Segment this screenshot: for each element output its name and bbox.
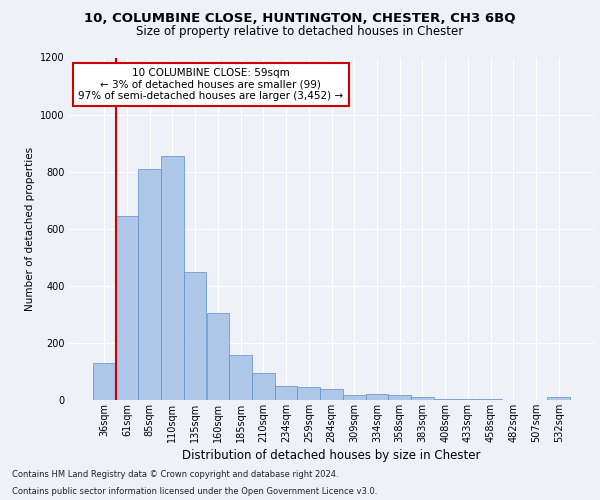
Bar — [206, 313, 229, 400]
Text: Contains HM Land Registry data © Crown copyright and database right 2024.: Contains HM Land Registry data © Crown c… — [12, 470, 338, 479]
Y-axis label: Number of detached properties: Number of detached properties — [25, 146, 35, 311]
Bar — [547, 397, 570, 400]
Bar — [365, 394, 388, 400]
Bar — [411, 397, 434, 400]
Text: Size of property relative to detached houses in Chester: Size of property relative to detached ho… — [136, 25, 464, 38]
Bar — [252, 374, 275, 400]
Bar — [275, 386, 298, 400]
Bar — [116, 216, 139, 400]
Bar — [320, 390, 343, 400]
Text: 10 COLUMBINE CLOSE: 59sqm
← 3% of detached houses are smaller (99)
97% of semi-d: 10 COLUMBINE CLOSE: 59sqm ← 3% of detach… — [78, 68, 343, 101]
Bar — [388, 395, 411, 400]
Bar — [93, 363, 116, 400]
Text: 10, COLUMBINE CLOSE, HUNTINGTON, CHESTER, CH3 6BQ: 10, COLUMBINE CLOSE, HUNTINGTON, CHESTER… — [84, 12, 516, 26]
Bar — [298, 386, 320, 400]
Bar — [184, 272, 206, 400]
Bar — [229, 355, 252, 400]
Text: Contains public sector information licensed under the Open Government Licence v3: Contains public sector information licen… — [12, 487, 377, 496]
Bar — [343, 395, 365, 400]
Bar — [457, 399, 479, 400]
Bar — [161, 156, 184, 400]
Bar — [139, 169, 161, 400]
X-axis label: Distribution of detached houses by size in Chester: Distribution of detached houses by size … — [182, 449, 481, 462]
Bar — [434, 398, 457, 400]
